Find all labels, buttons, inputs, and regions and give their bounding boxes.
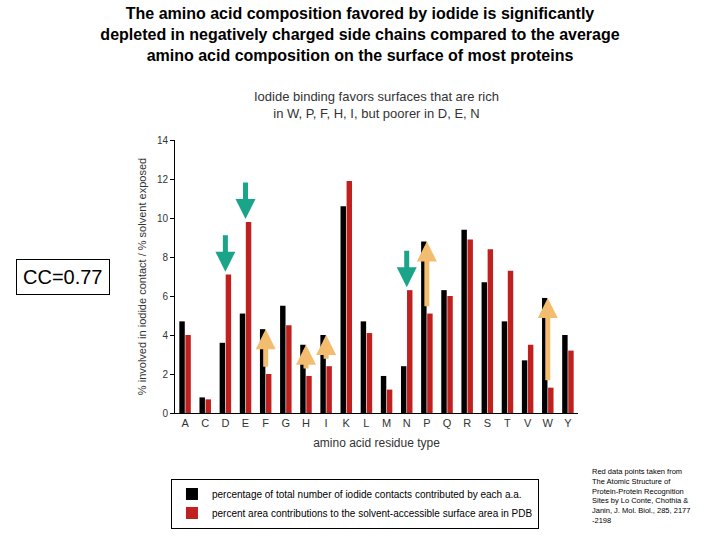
svg-text:C: C [201,417,209,429]
svg-text:H: H [302,417,310,429]
svg-text:2: 2 [162,369,168,380]
svg-text:I: I [325,417,328,429]
svg-text:percent area contributions to: percent area contributions to the solven… [212,508,533,519]
svg-text:amino acid residue type: amino acid residue type [313,436,440,450]
svg-text:8: 8 [162,252,168,263]
svg-text:CC=0.77: CC=0.77 [23,266,103,288]
svg-text:L: L [363,417,369,429]
svg-text:14: 14 [157,135,169,146]
svg-text:12: 12 [157,174,169,185]
svg-text:D: D [221,417,229,429]
svg-text:F: F [262,417,269,429]
svg-text:M: M [382,417,391,429]
svg-text:V: V [524,417,532,429]
svg-text:Red data points taken fromThe: Red data points taken fromThe Atomic Str… [592,467,690,525]
svg-text:S: S [484,417,491,429]
svg-text:Q: Q [443,417,452,429]
svg-text:A: A [181,417,189,429]
svg-text:E: E [242,417,249,429]
svg-text:0: 0 [162,408,168,419]
svg-text:percentage of total number of: percentage of total number of iodide con… [212,489,522,500]
svg-text:N: N [403,417,411,429]
svg-text:K: K [343,417,351,429]
svg-text:W: W [543,417,554,429]
svg-text:10: 10 [157,213,169,224]
svg-text:Y: Y [564,417,572,429]
svg-text:R: R [463,417,471,429]
svg-text:G: G [282,417,291,429]
svg-text:6: 6 [162,291,168,302]
svg-text:% involved in iodide contact /: % involved in iodide contact / % solvent… [136,158,148,395]
svg-text:P: P [423,417,430,429]
svg-text:4: 4 [162,330,168,341]
svg-text:Iodide binding favors surfaces: Iodide binding favors surfaces that are … [254,89,499,121]
svg-text:T: T [504,417,511,429]
svg-text:The amino acid composition fav: The amino acid composition favored by io… [100,5,619,64]
